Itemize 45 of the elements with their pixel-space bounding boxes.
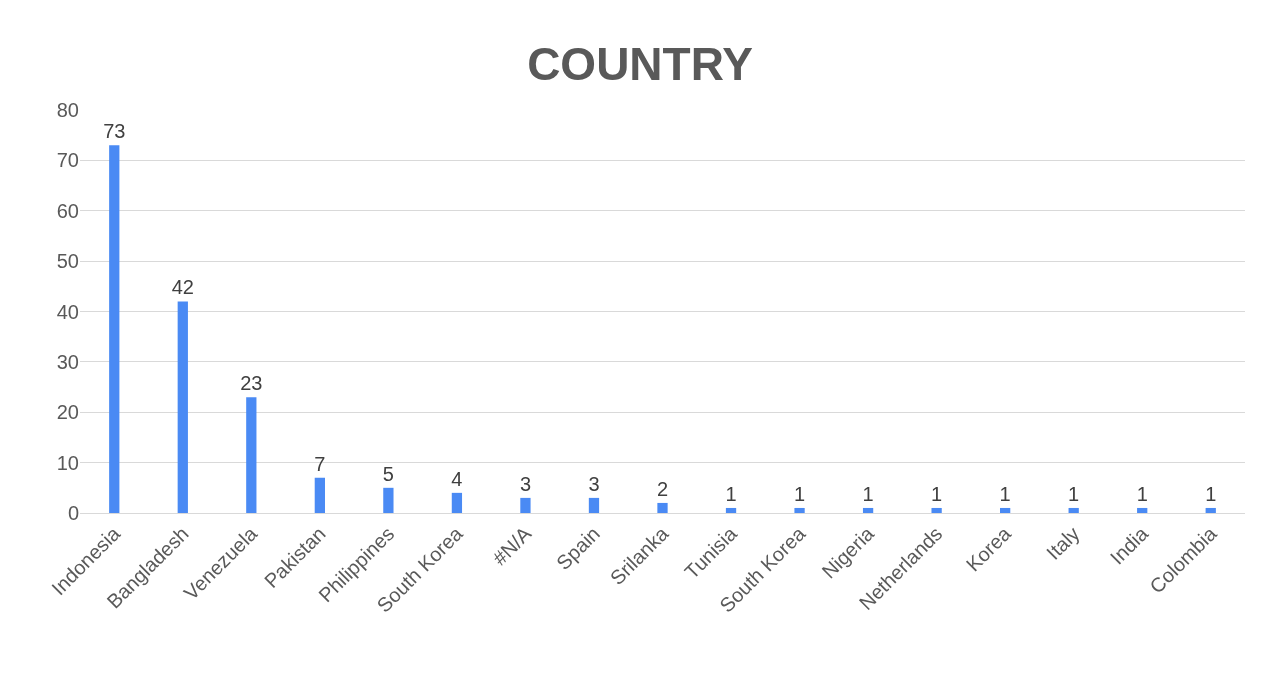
data-label: 3 [588,472,600,495]
y-tick-label: 40 [56,300,79,323]
data-label: 1 [794,482,806,505]
data-label: 1 [1068,482,1080,505]
y-tick-label: 20 [56,401,79,424]
bar [1068,507,1079,513]
y-tick-label: 60 [56,199,79,222]
bar [588,497,600,513]
bar [246,397,257,513]
bar [109,145,120,513]
bar [794,507,805,513]
bar [931,507,942,513]
y-tick-label: 50 [56,250,79,273]
bar [725,507,737,513]
data-label: 4 [451,467,463,490]
bar [862,507,874,513]
y-tick-label: 30 [56,350,79,373]
chart-title: COUNTRY [527,38,753,91]
data-label: 42 [171,276,194,299]
bar [383,487,394,513]
data-label: 1 [931,482,943,505]
data-label: 7 [314,452,326,475]
data-label: 1 [1205,482,1217,505]
data-label: 5 [382,462,394,485]
data-label: 23 [240,372,263,395]
bar [657,502,668,513]
bar [1205,507,1216,513]
bar [177,301,188,513]
data-label: 2 [656,477,669,500]
data-label: 1 [862,482,874,505]
y-tick-label: 80 [56,99,79,121]
bar [520,497,531,513]
data-label: 3 [519,472,531,495]
y-tick-label: 10 [56,451,79,474]
bar [314,477,325,513]
y-tick-label: 70 [56,149,79,172]
y-tick-label: 0 [67,502,79,524]
data-label: 73 [103,120,126,143]
data-label: 1 [999,482,1011,505]
bar [1137,507,1148,513]
data-label: 1 [725,482,737,505]
bar [451,492,463,513]
x-tick-label: Italy [1042,522,1084,564]
data-label: 1 [1136,482,1148,505]
bar [1000,507,1011,513]
